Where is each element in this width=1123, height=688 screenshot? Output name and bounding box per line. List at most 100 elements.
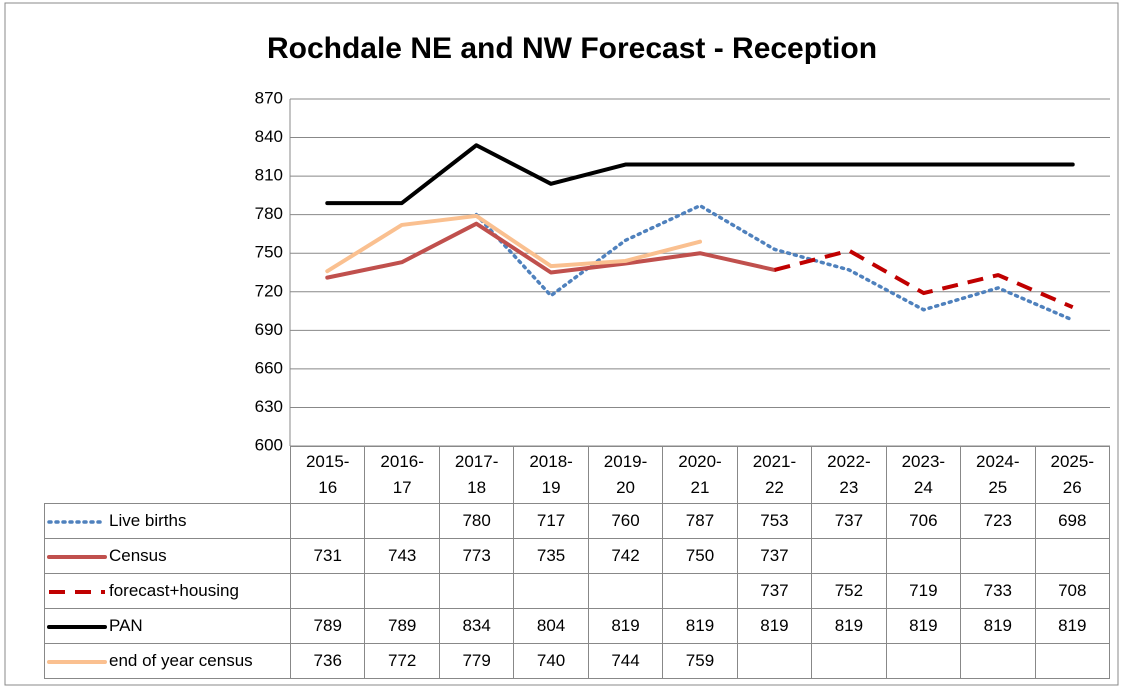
empty-cell [289, 573, 366, 609]
value-cell: 742 [587, 538, 664, 574]
empty-cell [364, 503, 440, 539]
legend-cell: Census [44, 538, 291, 574]
value-cell: 737 [736, 538, 813, 574]
empty-cell [587, 573, 664, 609]
y-tick-label: 630 [255, 397, 283, 416]
y-tick-label: 660 [255, 358, 283, 377]
value-cell: 740 [513, 643, 589, 679]
value-cell: 819 [736, 608, 813, 644]
table-row: Live births 780 717 760 787 753 737 706 723 698 [44, 503, 1111, 539]
legend-swatch [47, 519, 107, 524]
empty-cell [736, 643, 813, 679]
y-tick-label: 840 [255, 127, 283, 146]
x-tick-label: 2022-23 [827, 452, 871, 497]
value-cell: 772 [364, 643, 440, 679]
category-cell: 2018-19 [513, 446, 589, 504]
value-cell: 723 [960, 503, 1036, 539]
legend-label: Live births [109, 511, 187, 530]
value-cell: 743 [364, 538, 440, 574]
y-tick-label: 600 [255, 435, 283, 454]
value-cell: 737 [736, 573, 813, 609]
series-line [774, 248, 1074, 310]
series-line [325, 213, 702, 274]
value-cell: 780 [438, 503, 515, 539]
value-cell: 819 [960, 608, 1036, 644]
table-header-row: 2015-16 2016-17 2017-18 2018-19 2019-20 2020-… [45, 446, 1111, 504]
legend-cell: PAN [44, 608, 291, 644]
legend-cell: Live births [44, 503, 291, 539]
value-cell: 819 [587, 608, 664, 644]
value-cell: 787 [662, 503, 738, 539]
category-cell: 2023-24 [885, 446, 962, 504]
value-cell: 773 [438, 538, 515, 574]
legend-cell: end of year census [44, 643, 291, 679]
value-cell: 750 [662, 538, 738, 574]
x-tick-label: 2018-19 [529, 452, 573, 497]
series-line [325, 221, 777, 280]
legend-swatch [47, 554, 107, 559]
chart-border [4, 2, 1119, 686]
value-cell: 731 [289, 538, 366, 574]
empty-cell [438, 573, 515, 609]
y-tick-label: 720 [255, 281, 283, 300]
empty-cell [1034, 643, 1111, 679]
legend-label: end of year census [109, 651, 253, 670]
category-cell: 2019-20 [587, 446, 664, 504]
value-cell: 708 [1034, 573, 1111, 609]
x-tick-label: 2025-26 [1050, 452, 1094, 497]
x-tick-label: 2020-21 [678, 452, 722, 497]
legend-swatch [47, 659, 107, 664]
series-line [474, 203, 1075, 322]
x-tick-label: 2017-18 [454, 452, 499, 497]
value-cell: 752 [811, 573, 887, 609]
x-tick-label: 2024-25 [976, 452, 1020, 497]
value-cell: 804 [513, 608, 589, 644]
x-tick-label: 2015-16 [305, 452, 350, 497]
series-line [325, 143, 1075, 206]
empty-cell [1034, 538, 1111, 574]
empty-cell [289, 503, 366, 539]
legend-cell: forecast+housing [44, 573, 291, 609]
value-cell: 733 [960, 573, 1036, 609]
y-tick-label: 810 [255, 166, 283, 185]
value-cell: 719 [885, 573, 962, 609]
category-cell: 2016-17 [364, 446, 440, 504]
empty-cell [885, 643, 962, 679]
y-tick-label: 870 [255, 88, 283, 107]
category-cell: 2024-25 [960, 446, 1036, 504]
value-cell: 698 [1034, 503, 1111, 539]
empty-cell [960, 538, 1036, 574]
table-row: end of year census 736 772 779 740 744 759 [44, 643, 1111, 679]
category-cell: 2015-16 [289, 446, 366, 504]
legend-swatch [49, 589, 105, 594]
value-cell: 819 [885, 608, 962, 644]
legend-label: forecast+housing [109, 581, 239, 600]
category-cell: 2017-18 [438, 446, 515, 504]
empty-cell [662, 573, 738, 609]
legend-label: Census [109, 546, 167, 565]
value-cell: 819 [1034, 608, 1111, 644]
empty-cell [364, 573, 440, 609]
category-cell: 2020-21 [662, 446, 738, 504]
table-row: Census 731 743 773 735 742 750 737 [44, 538, 1111, 574]
value-cell: 819 [811, 608, 887, 644]
empty-cell [960, 643, 1036, 679]
x-tick-label: 2023-24 [901, 452, 946, 497]
category-cell: 2025-26 [1034, 446, 1111, 504]
category-cell: 2022-23 [811, 446, 887, 504]
table-row: PAN 789 789 834 804 819 819 819 819 819 819 819 [44, 608, 1111, 644]
y-tick-label: 690 [255, 320, 283, 339]
data-table: 2015-16 2016-17 2017-18 2018-19 2019-20 2020-… [44, 446, 1111, 679]
value-cell: 834 [438, 608, 515, 644]
value-cell: 744 [587, 643, 664, 679]
y-tick-label: 780 [255, 204, 283, 223]
empty-cell [811, 538, 887, 574]
value-cell: 789 [364, 608, 440, 644]
value-cell: 760 [587, 503, 664, 539]
value-cell: 737 [811, 503, 887, 539]
empty-cell [811, 643, 887, 679]
x-tick-label: 2021-22 [752, 452, 797, 497]
value-cell: 819 [662, 608, 738, 644]
